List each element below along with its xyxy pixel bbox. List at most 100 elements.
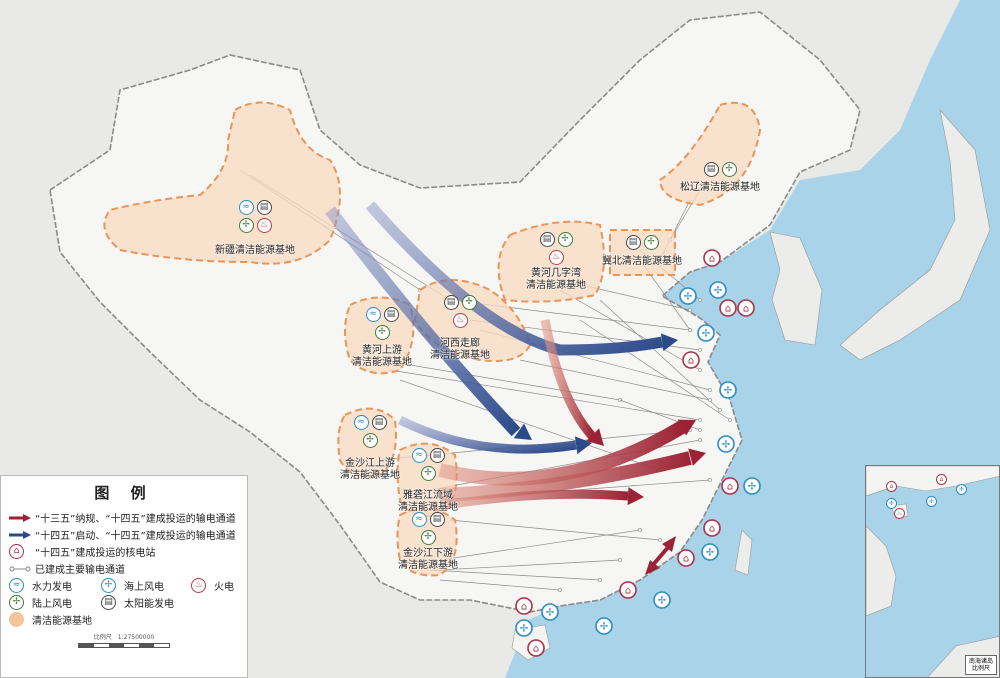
legend-item-red-channel: “十三五”纳规、“十四五”建成投运的输电通道 (9, 509, 239, 526)
onshore-wind-icon: ✢ (721, 162, 737, 177)
red-channel-arrow-head (688, 448, 706, 466)
solar-icon: ▤ (256, 200, 272, 215)
line-endpoint (718, 408, 722, 412)
line-endpoint (708, 478, 712, 482)
base-label[interactable]: 金沙江上游 清洁能源基地 (340, 458, 400, 481)
red-channel-arrow (444, 489, 629, 510)
line-endpoint (638, 528, 642, 532)
svg-text:⌂: ⌂ (709, 524, 715, 535)
legend-label: “十四五”建成投运的核电站 (35, 548, 156, 559)
blue-arrow-icon (9, 530, 31, 539)
nuclear-station-icon: ⌂ (721, 477, 739, 495)
legend-label: 陆上风电 (32, 599, 72, 610)
transmission-line-icon (9, 566, 31, 571)
red-channel-arrow-head (586, 428, 604, 446)
onshore-wind-icon: ✢ (420, 530, 436, 545)
base-label[interactable]: 金沙江下游 清洁能源基地 (398, 548, 458, 571)
onshore-wind-icon: ✢ (238, 218, 254, 233)
red-channel-arrow-head (677, 419, 696, 436)
base-label[interactable]: 黄河上游 清洁能源基地 (352, 345, 412, 368)
legend-label: “十四五”启动、“十四五”建成投运的输电通道 (35, 531, 236, 542)
transmission-line (439, 529, 641, 561)
svg-text:⌂: ⌂ (533, 644, 539, 655)
line-endpoint (698, 368, 702, 372)
transmission-line (449, 519, 661, 541)
transmission-line (389, 369, 701, 421)
nuclear-station-icon: ⌂ (703, 249, 721, 267)
svg-text:✢: ✢ (722, 440, 730, 451)
offshore-wind-icon: ✢ (101, 578, 116, 593)
legend-title: 图 例 (94, 484, 154, 502)
base-icons: ▤ ✢ ♨ (536, 232, 576, 265)
offshore-wind-icon: ✢ (595, 617, 613, 635)
line-endpoint (698, 428, 702, 432)
base-label[interactable]: 黄河几字湾 清洁能源基地 (526, 268, 586, 291)
legend-label: 太阳能发电 (124, 599, 174, 610)
base-label[interactable]: 河西走廊 清洁能源基地 (430, 338, 490, 361)
offshore-wind-icon: ✢ (886, 498, 897, 509)
svg-text:✢: ✢ (748, 482, 756, 493)
svg-text:✢: ✢ (658, 596, 666, 607)
line-endpoint (688, 308, 692, 312)
svg-text:⌂: ⌂ (725, 304, 731, 315)
svg-text:✢: ✢ (724, 386, 732, 397)
nuclear-icon: ⌂ (9, 544, 24, 559)
nuclear-station-icon: ⌂ (682, 351, 700, 369)
base-label[interactable]: 新疆清洁能源基地 (215, 245, 295, 256)
legend: 图 例 “十三五”纳规、“十四五”建成投运的输电通道 “十四五”启动、“十四五”… (0, 475, 248, 678)
taiwan (734, 529, 753, 576)
legend-label: “十三五”纳规、“十四五”建成投运的输电通道 (35, 514, 236, 525)
fire-icon: ♨ (548, 250, 564, 265)
fire-icon: ♨ (256, 218, 272, 233)
base-icons: ≈ ▤ ✢ (408, 512, 448, 545)
korea (769, 231, 823, 346)
offshore-wind-icon: ✢ (541, 603, 559, 621)
svg-text:⌂: ⌂ (727, 482, 733, 493)
line-endpoint (728, 418, 732, 422)
onshore-wind-icon: ✢ (461, 295, 477, 310)
transmission-line (599, 299, 721, 411)
base-label[interactable]: 冀北清洁能源基地 (602, 256, 682, 267)
offshore-wind-icon: ✢ (679, 287, 697, 305)
nuclear-station-icon: ⌂ (737, 299, 755, 317)
svg-text:✢: ✢ (706, 548, 714, 559)
red-channel-arrow (438, 420, 686, 486)
offshore-wind-icon: ✢ (743, 477, 761, 495)
japan (839, 108, 991, 361)
solar-icon: ▤ (429, 448, 445, 463)
base-icons: ≈ ▤ ✢ ♨ (235, 200, 275, 233)
red-channel-arrow (540, 319, 596, 439)
legend-label: 火电 (214, 582, 234, 593)
base-icons: ≈ ▤ ✢ (362, 307, 402, 340)
offshore-wind-icon: ✢ (956, 484, 967, 495)
transmission-line (439, 559, 621, 571)
nuclear-station-icon: ⌂ (677, 549, 695, 567)
fire-icon: ♨ (894, 508, 905, 519)
fire-icon: ♨ (191, 578, 206, 593)
hydro-icon: ≈ (411, 448, 427, 463)
offshore-wind-icon: ✢ (515, 619, 533, 637)
base-label[interactable]: 雅砻江流域 清洁能源基地 (398, 490, 458, 513)
red-channel-arrow-head (645, 560, 660, 575)
hydro-icon: ≈ (9, 578, 24, 593)
nuclear-icon: ⌂ (886, 481, 897, 492)
blue-channel-arrow (397, 415, 577, 454)
red-channel-arrow (439, 451, 692, 502)
line-endpoint (698, 438, 702, 442)
line-endpoint (708, 398, 712, 402)
base-label[interactable]: 松辽清洁能源基地 (680, 182, 760, 193)
transmission-line (439, 579, 561, 591)
solar-icon: ▤ (371, 415, 387, 430)
transmission-line (579, 319, 731, 421)
transmission-line (429, 569, 601, 581)
red-channel-arrow (650, 543, 672, 568)
offshore-wind-icon: ✢ (653, 591, 671, 609)
svg-text:✢: ✢ (714, 286, 722, 297)
south-china-sea-inset: ⌂ ⌂ ✢ ✢ ✢ ♨ 南海诸岛 比例尺 (865, 465, 1000, 678)
scale-bar (78, 643, 170, 648)
legend-label: 清洁能源基地 (32, 616, 92, 627)
offshore-wind-icon: ✢ (717, 435, 735, 453)
base-icons: ▤ ✢ (700, 162, 740, 177)
hydro-icon: ≈ (411, 512, 427, 527)
legend-item-blue-channel: “十四五”启动、“十四五”建成投运的输电通道 (9, 526, 239, 543)
